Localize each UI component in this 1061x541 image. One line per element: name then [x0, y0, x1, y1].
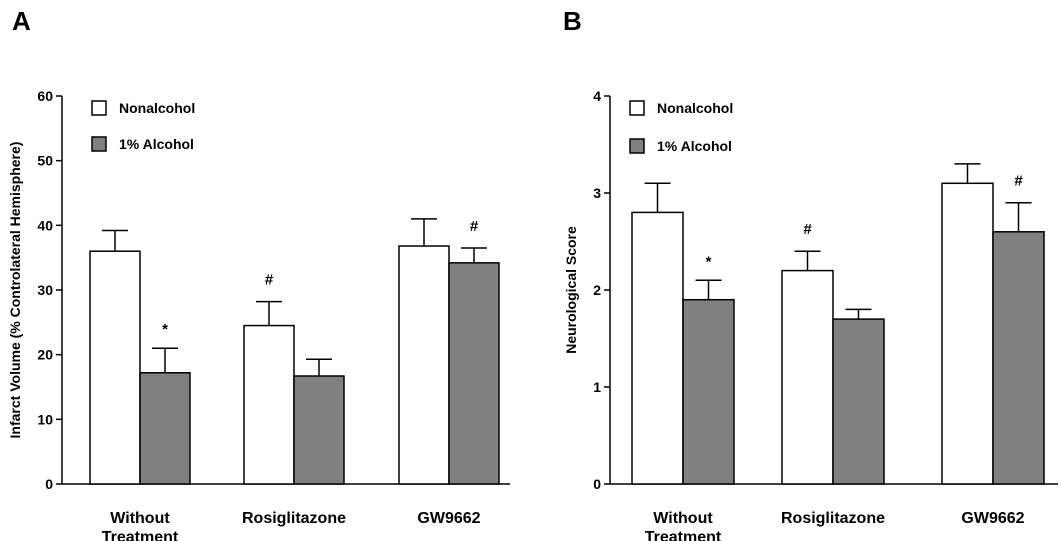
y-tick-label: 20 — [37, 347, 53, 363]
category-label-line: Without — [653, 510, 713, 527]
panel-a: A 0 10 20 30 40 50 60 Infarct Volume (% Controla… — [7, 6, 510, 541]
legend-swatch — [629, 138, 645, 154]
category-label-line: GW9662 — [417, 510, 480, 527]
category-label: GW9662 — [417, 510, 480, 527]
significance-marker: * — [162, 321, 168, 338]
y-tick-label: 10 — [37, 411, 53, 427]
panel-letter: B — [563, 6, 582, 36]
significance-marker: # — [1014, 173, 1023, 190]
significance-marker: # — [803, 221, 812, 238]
category-label: Rosiglitazone — [781, 510, 885, 527]
y-tick-label: 0 — [45, 476, 53, 492]
bar — [293, 375, 345, 485]
bar — [139, 372, 191, 485]
significance-marker: # — [470, 218, 479, 235]
bar — [89, 250, 141, 485]
legend-swatch — [629, 100, 645, 116]
legend-label: Nonalcohol — [657, 100, 733, 116]
y-tick-label: 60 — [37, 88, 53, 104]
bar — [398, 245, 450, 485]
category-label-line: GW9662 — [961, 510, 1024, 527]
y-tick-label: 50 — [37, 153, 53, 169]
bar — [832, 318, 885, 485]
category-label-line: Without — [110, 510, 170, 527]
legend-swatch — [91, 136, 107, 152]
category-label: Rosiglitazone — [242, 510, 346, 527]
significance-marker: # — [265, 272, 274, 289]
y-tick-label: 40 — [37, 217, 53, 233]
y-tick-label: 0 — [593, 476, 601, 492]
y-tick-label: 30 — [37, 282, 53, 298]
bar — [448, 262, 500, 485]
legend-swatch — [91, 100, 107, 116]
panel-letter: A — [12, 6, 31, 36]
y-tick-label: 2 — [593, 282, 601, 298]
panel-b: B 0 1 2 3 4 Neurological Score # * # Without Treatm… — [563, 6, 1058, 541]
bar — [941, 182, 994, 485]
y-axis-title: Infarct Volume (% Controlateral Hemisphe… — [7, 142, 23, 439]
bar — [243, 324, 295, 485]
significance-marker: * — [706, 253, 712, 270]
category-label-line: Rosiglitazone — [781, 510, 885, 527]
category-label: Without Treatment — [102, 510, 179, 541]
legend-label: Nonalcohol — [119, 100, 195, 116]
category-label: Without Treatment — [645, 510, 722, 541]
bar — [682, 298, 735, 485]
y-axis-title: Neurological Score — [563, 226, 579, 354]
category-label-line: Rosiglitazone — [242, 510, 346, 527]
y-tick-label: 4 — [593, 88, 601, 104]
bar — [631, 211, 684, 485]
bar — [992, 231, 1045, 485]
bar — [781, 269, 834, 485]
category-label-line: Treatment — [102, 529, 179, 541]
legend-label: 1% Alcohol — [119, 136, 194, 152]
y-tick-label: 1 — [593, 379, 601, 395]
category-label-line: Treatment — [645, 529, 722, 541]
y-tick-label: 3 — [593, 185, 601, 201]
category-label: GW9662 — [961, 510, 1024, 527]
legend-label: 1% Alcohol — [657, 138, 732, 154]
